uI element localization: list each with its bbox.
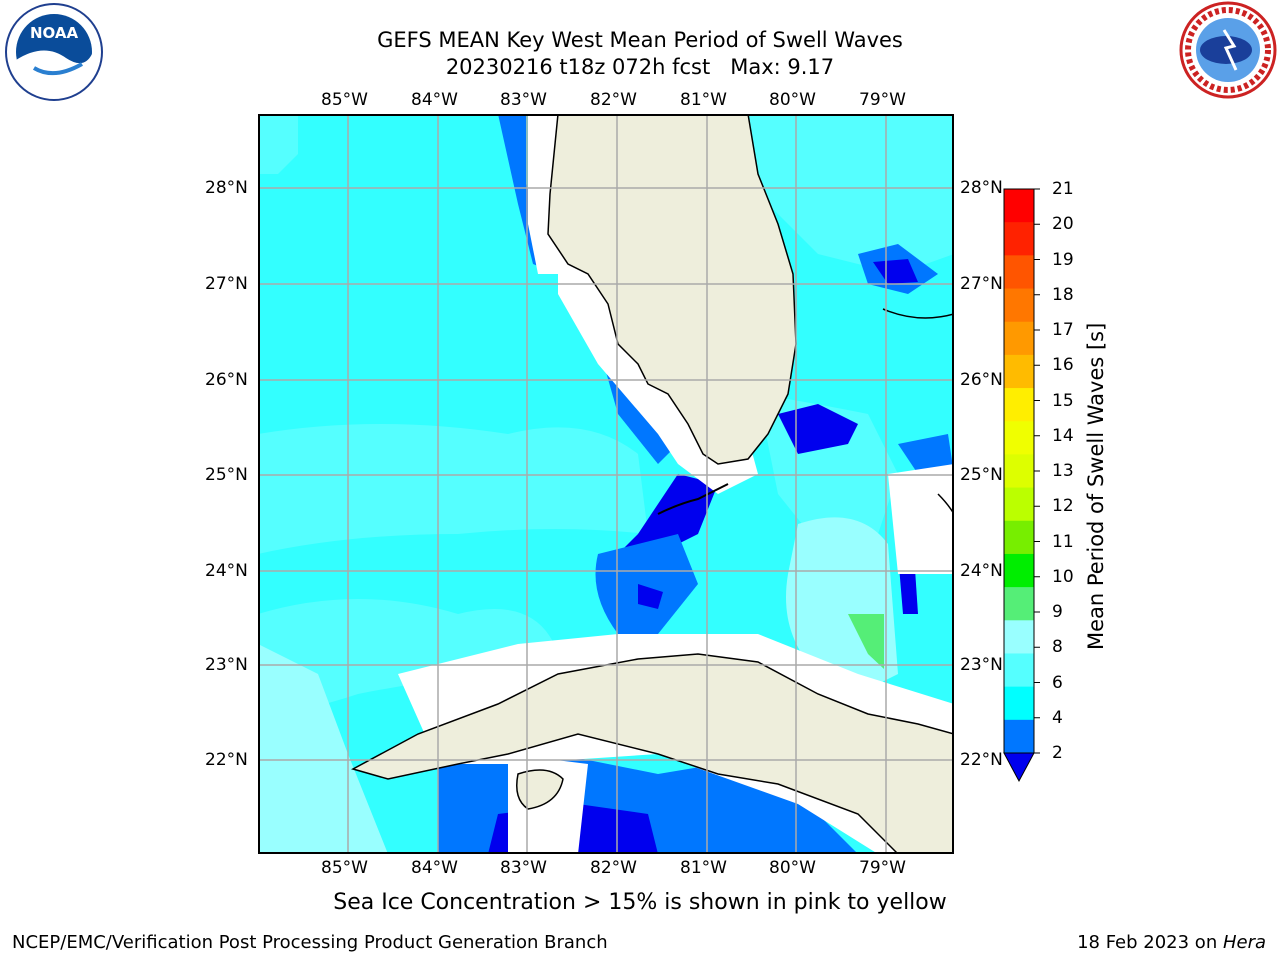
isla-juventud	[516, 769, 564, 810]
lat-label-left-25n: 25°N	[205, 465, 248, 485]
contour-darkblue-straits	[638, 584, 663, 609]
map-title: GEFS MEAN Key West Mean Period of Swell …	[377, 28, 903, 52]
colorbar-tick-label: 16	[1052, 355, 1074, 376]
svg-text:NOAA: NOAA	[30, 24, 79, 42]
florida-keys	[657, 483, 729, 515]
contour-blue-straits	[595, 534, 698, 634]
lon-label-bottom-85w: 85°W	[321, 858, 368, 878]
lat-label-left-28n: 28°N	[205, 178, 248, 198]
colorbar-swatch	[1004, 321, 1034, 356]
cuba-land	[351, 653, 954, 854]
colorbar-swatch	[1004, 620, 1034, 654]
lat-label-right-27n: 27°N	[960, 274, 1003, 294]
lon-label-bottom-84w: 84°W	[411, 858, 458, 878]
colorbar-tick-label: 10	[1052, 566, 1074, 587]
lon-label-bottom-79w: 79°W	[859, 858, 906, 878]
lon-label-bottom-80w: 80°W	[769, 858, 816, 878]
lon-label-top-84w: 84°W	[411, 90, 458, 110]
colorbar-tick-label: 13	[1052, 461, 1074, 481]
colorbar-tick-label: 17	[1052, 320, 1074, 340]
colorbar-tick-label: 14	[1052, 425, 1074, 446]
lat-label-left-26n: 26°N	[205, 370, 248, 390]
contour-light-ne	[738, 114, 954, 274]
map-subtitle: 20230216 t18z 072h fcst Max: 9.17	[445, 55, 835, 79]
contour-blue-east-edge	[898, 434, 954, 474]
lat-label-left-24n: 24°N	[205, 561, 248, 581]
colorbar-swatch	[1004, 388, 1034, 422]
contour-green-patch	[848, 614, 884, 669]
colorbar-swatch	[1004, 421, 1034, 455]
contour-darkblue-ne	[873, 259, 918, 284]
lat-label-right-24n: 24°N	[960, 561, 1003, 581]
colorbar-swatch	[1004, 288, 1034, 323]
sea-ice-note: Sea Ice Concentration > 15% is shown in …	[333, 890, 947, 915]
colorbar-tick-label: 12	[1052, 496, 1074, 517]
colorbar-tick-label: 6	[1052, 672, 1063, 693]
colorbar-swatch	[1004, 189, 1034, 223]
contour-light-nw	[258, 114, 298, 174]
colorbar-tick-label: 15	[1052, 390, 1074, 411]
florida-land	[547, 114, 797, 465]
colorbar-tick-label: 20	[1052, 214, 1074, 235]
colorbar-swatch	[1004, 686, 1034, 721]
missing-area-isla	[508, 754, 588, 854]
colorbar-tick-label: 8	[1052, 637, 1063, 658]
lat-label-right-26n: 26°N	[960, 370, 1003, 390]
missing-area-bahamas	[888, 464, 954, 574]
contour-darkblue-keys	[618, 474, 718, 564]
map-border	[258, 114, 954, 854]
colorbar-swatch	[1004, 653, 1034, 688]
lon-label-bottom-82w: 82°W	[590, 858, 637, 878]
colorbar-swatch	[1004, 520, 1034, 555]
lon-label-top-85w: 85°W	[321, 90, 368, 110]
colorbar-extend-triangle	[1003, 752, 1035, 783]
lon-label-bottom-83w: 83°W	[500, 858, 547, 878]
colorbar-swatch	[1004, 354, 1034, 389]
footer-machine: Hera	[1222, 932, 1266, 953]
grand-bahama	[882, 308, 954, 319]
lon-label-top-80w: 80°W	[769, 90, 816, 110]
colorbar-tick-label: 4	[1052, 707, 1063, 728]
nws-logo	[1178, 0, 1278, 104]
colorbar-swatches	[1003, 188, 1040, 783]
colorbar-swatch	[1004, 587, 1034, 621]
colorbar-tick-label: 9	[1052, 602, 1063, 622]
noaa-logo: NOAA	[4, 2, 104, 106]
lon-label-top-79w: 79°W	[859, 90, 906, 110]
footer-date-text: 18 Feb 2023 on	[1077, 932, 1223, 953]
colorbar-swatch	[1004, 719, 1034, 754]
colorbar	[1000, 188, 1060, 792]
colorbar-swatch	[1004, 454, 1034, 489]
colorbar-swatch	[1004, 255, 1034, 290]
colorbar-tick-label: 2	[1052, 743, 1063, 763]
colorbar-tick-label: 21	[1052, 179, 1074, 199]
contour-light-central	[258, 424, 648, 554]
lat-label-right-25n: 25°N	[960, 465, 1003, 485]
footer-date: 18 Feb 2023 on Hera	[1077, 932, 1266, 953]
graticule	[258, 114, 954, 854]
lon-label-bottom-81w: 81°W	[680, 858, 727, 878]
lat-label-right-28n: 28°N	[960, 178, 1003, 198]
lat-label-right-23n: 23°N	[960, 655, 1003, 675]
colorbar-swatch	[1004, 487, 1034, 522]
lon-label-top-83w: 83°W	[500, 90, 547, 110]
lon-label-top-82w: 82°W	[590, 90, 637, 110]
contour-light-sw	[258, 599, 558, 714]
colorbar-label: Mean Period of Swell Waves [s]	[1084, 322, 1108, 650]
colorbar-swatch	[1004, 222, 1034, 256]
swell-period-map	[258, 114, 954, 854]
map-panel	[258, 114, 954, 854]
lat-label-left-23n: 23°N	[205, 655, 248, 675]
colorbar-swatch	[1004, 553, 1034, 588]
lat-label-left-27n: 27°N	[205, 274, 248, 294]
contour-pale-sw	[258, 644, 388, 854]
colorbar-tick-label: 18	[1052, 284, 1074, 305]
colorbar-tick-label: 11	[1052, 531, 1074, 552]
lat-label-left-22n: 22°N	[205, 750, 248, 770]
footer-branch: NCEP/EMC/Verification Post Processing Pr…	[12, 932, 608, 953]
lon-label-top-81w: 81°W	[680, 90, 727, 110]
colorbar-tick-label: 19	[1052, 249, 1074, 270]
contour-darkblue-bahamas	[778, 404, 858, 454]
lat-label-right-22n: 22°N	[960, 750, 1003, 770]
